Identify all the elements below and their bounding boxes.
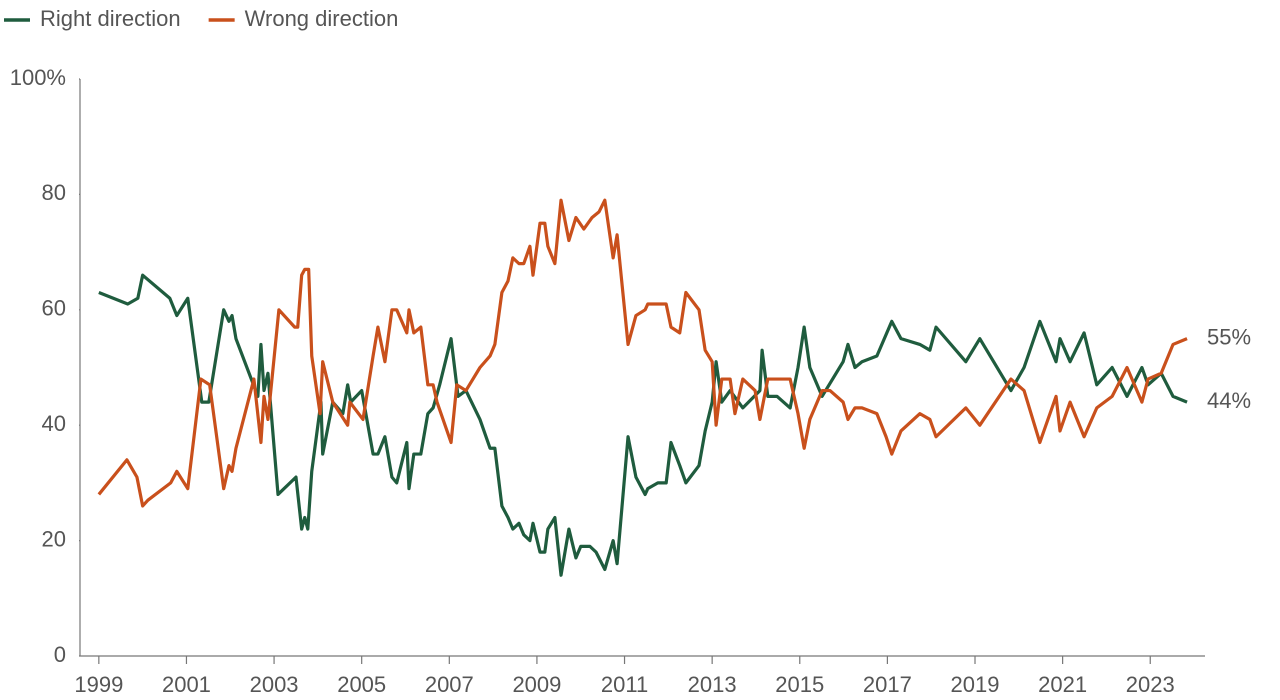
- series-line: [98, 273, 1188, 577]
- x-tick-label: 2021: [1038, 672, 1087, 697]
- x-tick-label: 2017: [863, 672, 912, 697]
- legend-label: Wrong direction: [245, 6, 399, 31]
- x-tick-label: 2009: [512, 672, 561, 697]
- x-tick-label: 1999: [74, 672, 123, 697]
- x-tick-label: 2013: [688, 672, 737, 697]
- x-tick-label: 2023: [1126, 672, 1175, 697]
- x-tick-label: 2007: [425, 672, 474, 697]
- end-label: 44%: [1207, 388, 1251, 413]
- x-tick-label: 2019: [951, 672, 1000, 697]
- end-label: 55%: [1207, 324, 1251, 349]
- y-tick-label: 80: [42, 180, 66, 205]
- x-tick-label: 2001: [162, 672, 211, 697]
- legend-label: Right direction: [40, 6, 181, 31]
- y-tick-label: 100%: [10, 65, 66, 90]
- y-tick-label: 20: [42, 526, 66, 551]
- x-tick-label: 2011: [601, 672, 648, 697]
- y-tick-label: 0: [54, 642, 66, 667]
- series-line: [97, 198, 1188, 508]
- y-tick-label: 60: [42, 296, 66, 321]
- x-tick-label: 2003: [250, 672, 299, 697]
- x-tick-label: 2015: [775, 672, 824, 697]
- y-tick-label: 40: [42, 411, 66, 436]
- x-tick-label: 2005: [337, 672, 386, 697]
